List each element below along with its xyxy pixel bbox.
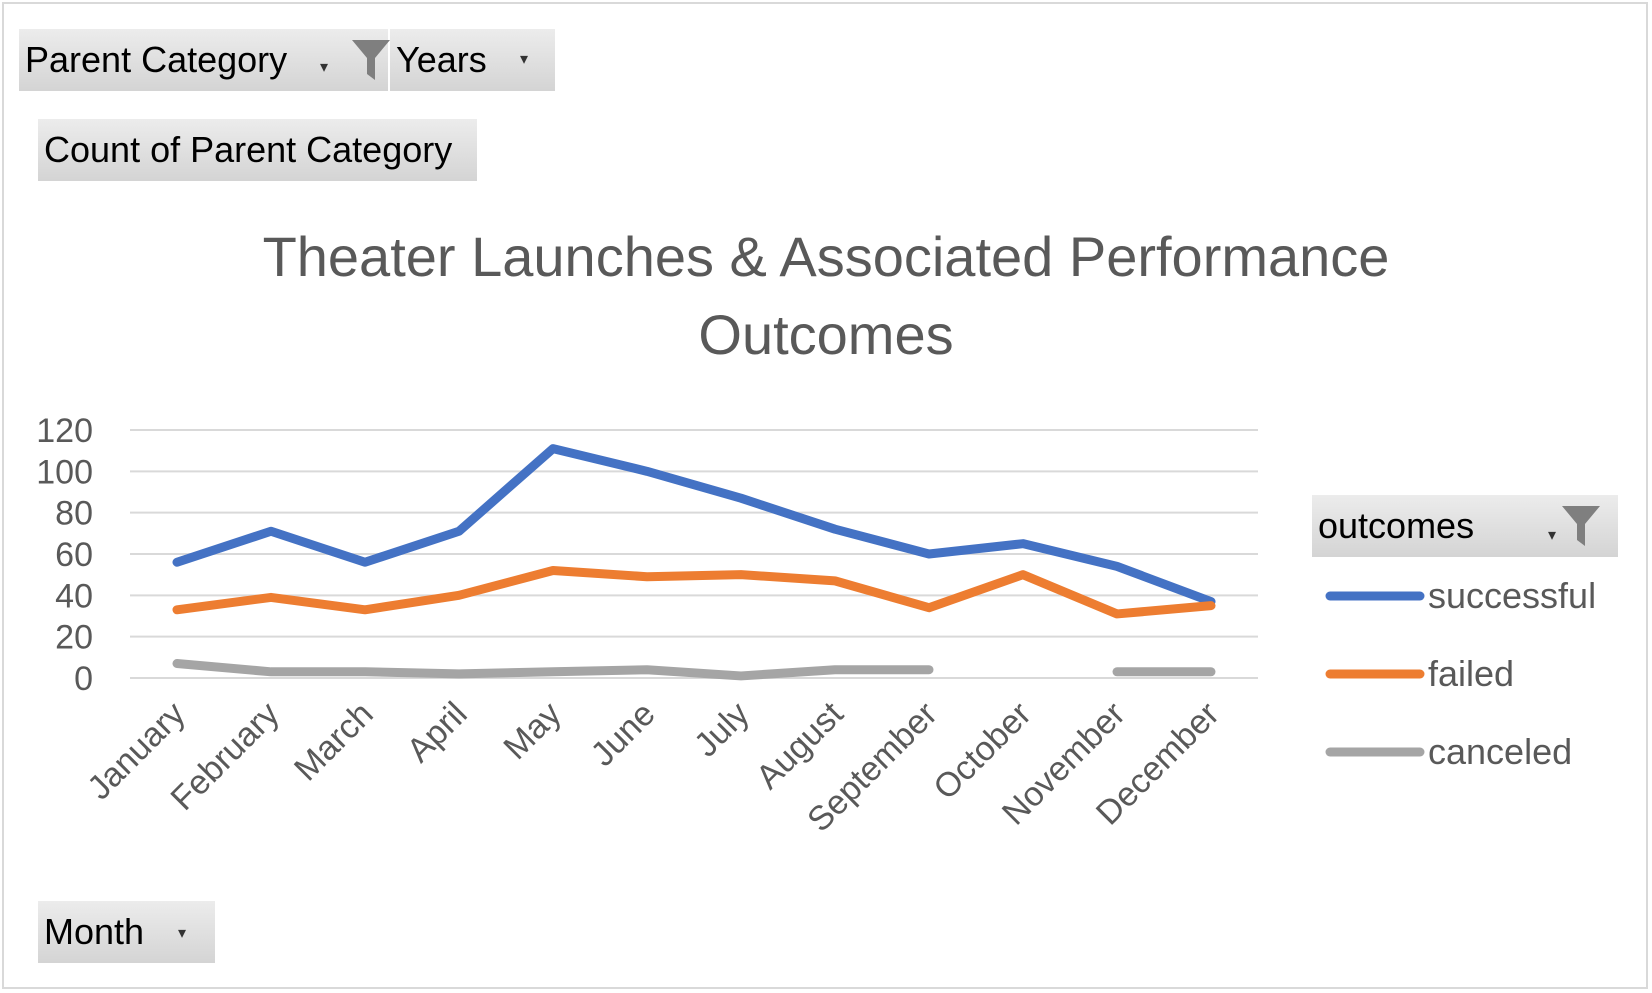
- y-tick-label: 20: [55, 619, 93, 657]
- x-tick-label: July: [687, 695, 757, 765]
- parent-category-filter-button[interactable]: Parent Category ▾: [19, 29, 390, 91]
- y-tick-label: 60: [55, 536, 93, 574]
- series-line-successful: [172, 444, 1216, 607]
- x-tick-label: March: [287, 695, 381, 789]
- legend-label-canceled: canceled: [1428, 731, 1572, 772]
- x-tick-label: May: [496, 695, 568, 767]
- series-line-canceled: [172, 659, 934, 681]
- chart-title: Theater Launches & Associated Performanc…: [263, 225, 1390, 366]
- funnel-icon: [1562, 506, 1600, 546]
- x-tick-label: April: [400, 695, 475, 770]
- y-tick-label: 120: [36, 412, 93, 450]
- y-tick-label: 100: [36, 453, 93, 491]
- legend-label-failed: failed: [1428, 653, 1514, 694]
- y-tick-label: 80: [55, 495, 93, 533]
- month-axis-field-button[interactable]: Month ▾: [38, 901, 215, 963]
- outcomes-legend-field-label: outcomes: [1318, 505, 1475, 546]
- chevron-down-icon: ▾: [520, 51, 529, 68]
- chevron-down-icon: ▾: [1548, 527, 1557, 544]
- series-line-failed: [172, 566, 1216, 619]
- series-lines: [172, 444, 1216, 681]
- outcomes-legend-field-button[interactable]: outcomes ▾: [1312, 495, 1618, 557]
- month-axis-field-label: Month: [44, 911, 145, 952]
- value-field-label: Count of Parent Category: [44, 129, 453, 170]
- chevron-down-icon: ▾: [320, 59, 329, 76]
- legend: successful failed canceled: [1325, 575, 1596, 772]
- value-field-button[interactable]: Count of Parent Category: [38, 119, 477, 181]
- funnel-icon: [352, 40, 390, 80]
- years-filter-button[interactable]: Years ▾: [390, 29, 555, 91]
- y-tick-label: 40: [55, 577, 93, 615]
- chart-title-line-1: Theater Launches & Associated Performanc…: [263, 225, 1390, 288]
- parent-category-filter-label: Parent Category: [25, 39, 288, 80]
- x-tick-label: June: [584, 695, 663, 774]
- legend-label-successful: successful: [1428, 575, 1596, 616]
- years-filter-label: Years: [396, 39, 487, 80]
- gridlines: [130, 429, 1258, 679]
- y-tick-label: 0: [74, 660, 93, 698]
- chart-title-line-2: Outcomes: [698, 303, 953, 366]
- chevron-down-icon: ▾: [178, 925, 187, 942]
